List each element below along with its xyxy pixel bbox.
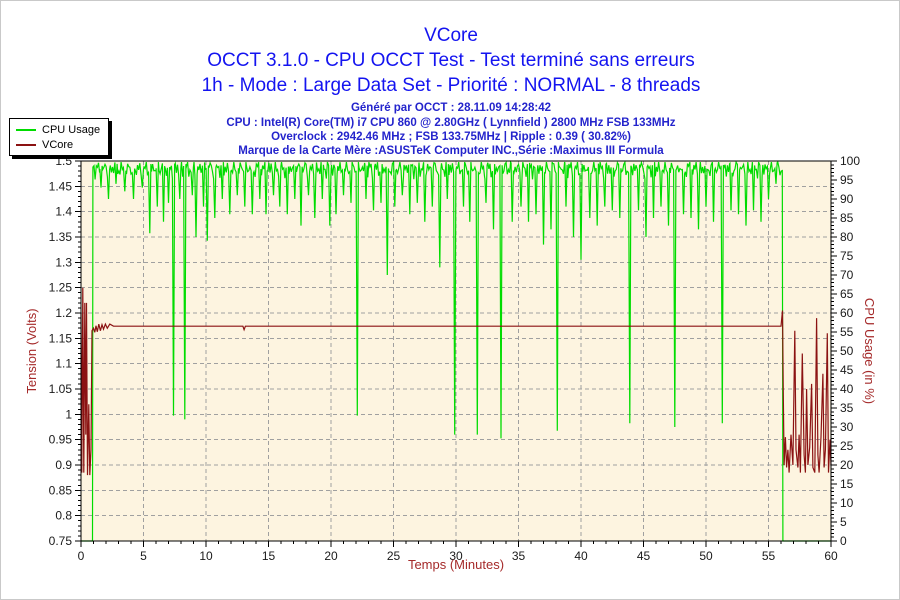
vcore-line xyxy=(80,287,832,476)
vcore-line-swatch xyxy=(16,143,36,146)
right-axis-label: CPU Usage (in %) xyxy=(862,297,877,405)
svg-text:15: 15 xyxy=(840,477,854,491)
svg-text:30: 30 xyxy=(840,420,854,434)
chart-title: VCore xyxy=(424,25,478,46)
left-axis-label: Tension (Volts) xyxy=(24,308,39,394)
svg-text:5: 5 xyxy=(140,549,147,563)
svg-text:45: 45 xyxy=(840,363,854,377)
svg-text:0: 0 xyxy=(78,549,85,563)
svg-text:1.05: 1.05 xyxy=(49,382,73,396)
svg-text:50: 50 xyxy=(840,344,854,358)
test-subtitle: OCCT 3.1.0 - CPU OCCT Test - Test termin… xyxy=(207,50,695,71)
svg-text:35: 35 xyxy=(840,401,854,415)
svg-text:35: 35 xyxy=(512,549,526,563)
cpu-info: CPU : Intel(R) Core(TM) i7 CPU 860 @ 2.8… xyxy=(226,117,676,129)
svg-text:60: 60 xyxy=(840,306,854,320)
svg-text:75: 75 xyxy=(840,249,854,263)
x-axis-label: Temps (Minutes) xyxy=(407,557,505,572)
svg-text:65: 65 xyxy=(840,287,854,301)
svg-text:0.8: 0.8 xyxy=(55,509,72,523)
svg-text:55: 55 xyxy=(762,549,776,563)
svg-text:1.3: 1.3 xyxy=(55,255,72,269)
svg-text:1.1: 1.1 xyxy=(55,357,72,371)
legend-label-vcore: VCore xyxy=(42,138,74,151)
svg-text:70: 70 xyxy=(840,268,854,282)
cpu-usage-line xyxy=(81,160,831,542)
legend-box: CPU Usage VCore xyxy=(9,118,110,156)
cpu-usage-line-swatch xyxy=(16,128,36,131)
svg-text:80: 80 xyxy=(840,230,854,244)
svg-text:85: 85 xyxy=(840,211,854,225)
svg-text:0.85: 0.85 xyxy=(49,483,73,497)
svg-text:1.5: 1.5 xyxy=(55,154,72,168)
svg-text:40: 40 xyxy=(840,382,854,396)
svg-text:0.95: 0.95 xyxy=(49,433,73,447)
svg-text:0: 0 xyxy=(840,534,847,548)
svg-text:45: 45 xyxy=(637,549,651,563)
svg-text:0.75: 0.75 xyxy=(49,534,73,548)
generated-timestamp: Généré par OCCT : 28.11.09 14:28:42 xyxy=(350,102,552,114)
svg-text:5: 5 xyxy=(840,515,847,529)
mode-subtitle: 1h - Mode : Large Data Set - Priorité : … xyxy=(201,75,701,96)
legend-label-cpu-usage: CPU Usage xyxy=(42,123,101,136)
svg-text:15: 15 xyxy=(262,549,276,563)
overclock-info: Overclock : 2942.46 MHz ; FSB 133.75MHz … xyxy=(271,131,631,143)
svg-text:95: 95 xyxy=(840,173,854,187)
svg-text:0.9: 0.9 xyxy=(55,458,72,472)
svg-text:10: 10 xyxy=(840,496,854,510)
svg-text:1.35: 1.35 xyxy=(49,230,73,244)
svg-text:10: 10 xyxy=(199,549,213,563)
svg-text:25: 25 xyxy=(387,549,401,563)
svg-text:20: 20 xyxy=(840,458,854,472)
svg-text:1: 1 xyxy=(65,407,72,421)
svg-text:1.2: 1.2 xyxy=(55,306,72,320)
svg-text:55: 55 xyxy=(840,325,854,339)
svg-text:60: 60 xyxy=(824,549,838,563)
svg-text:30: 30 xyxy=(449,549,463,563)
svg-text:1.15: 1.15 xyxy=(49,331,73,345)
svg-text:40: 40 xyxy=(574,549,588,563)
svg-text:20: 20 xyxy=(324,549,338,563)
svg-text:50: 50 xyxy=(699,549,713,563)
svg-text:1.45: 1.45 xyxy=(49,179,73,193)
svg-text:100: 100 xyxy=(840,154,860,168)
svg-text:1.4: 1.4 xyxy=(55,205,72,219)
svg-text:90: 90 xyxy=(840,192,854,206)
legend-item-vcore: VCore xyxy=(16,137,100,152)
legend-item-cpu-usage: CPU Usage xyxy=(16,122,100,137)
motherboard-info: Marque de la Carte Mère :ASUSTeK Compute… xyxy=(238,145,664,157)
svg-text:1.25: 1.25 xyxy=(49,281,73,295)
svg-text:25: 25 xyxy=(840,439,854,453)
